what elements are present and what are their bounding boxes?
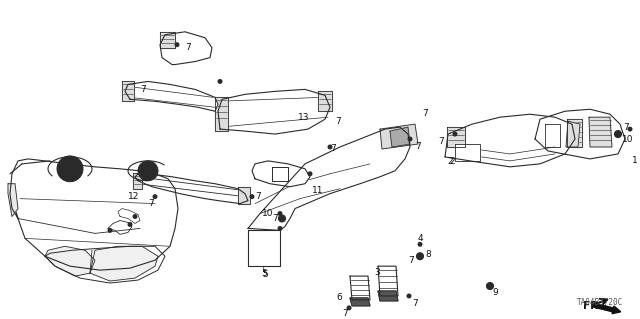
Polygon shape [238, 187, 250, 204]
Text: 2: 2 [449, 157, 454, 167]
Circle shape [127, 222, 132, 227]
Text: 13: 13 [298, 113, 310, 122]
Circle shape [152, 194, 157, 199]
Polygon shape [589, 117, 612, 147]
Text: 8: 8 [425, 250, 431, 259]
Polygon shape [248, 230, 280, 266]
Circle shape [486, 283, 493, 290]
Text: 7: 7 [408, 256, 413, 265]
Text: 5: 5 [262, 270, 268, 278]
Circle shape [614, 130, 621, 137]
Circle shape [346, 305, 351, 310]
Circle shape [328, 145, 333, 150]
Text: 7: 7 [255, 192, 260, 201]
Circle shape [138, 161, 158, 181]
Text: 7: 7 [422, 109, 428, 118]
Text: 12: 12 [128, 192, 140, 201]
Circle shape [175, 42, 179, 47]
Circle shape [489, 285, 492, 287]
Circle shape [278, 211, 282, 216]
Polygon shape [535, 109, 625, 159]
Polygon shape [545, 124, 560, 147]
FancyArrow shape [593, 303, 621, 314]
Polygon shape [378, 291, 398, 301]
Text: 9: 9 [492, 288, 498, 298]
Polygon shape [10, 159, 178, 270]
Polygon shape [380, 124, 418, 149]
Circle shape [64, 163, 76, 175]
Circle shape [408, 137, 413, 142]
Circle shape [452, 132, 458, 137]
Polygon shape [133, 173, 142, 189]
Text: 7: 7 [185, 43, 191, 52]
Polygon shape [45, 246, 95, 276]
Circle shape [417, 253, 424, 260]
Polygon shape [8, 184, 18, 217]
Polygon shape [390, 127, 410, 147]
Circle shape [250, 194, 255, 199]
Circle shape [132, 214, 138, 219]
Polygon shape [272, 167, 288, 181]
Text: 7: 7 [438, 137, 444, 145]
Polygon shape [160, 32, 175, 48]
Polygon shape [125, 81, 218, 111]
Polygon shape [90, 246, 158, 281]
Polygon shape [350, 298, 370, 306]
Text: 7: 7 [415, 143, 420, 152]
Text: 7: 7 [623, 122, 628, 132]
Polygon shape [447, 127, 465, 147]
Polygon shape [350, 276, 370, 300]
Text: TA04B3720C: TA04B3720C [577, 298, 623, 307]
Circle shape [281, 217, 283, 220]
Circle shape [57, 156, 83, 182]
Polygon shape [160, 32, 212, 64]
Text: 7: 7 [412, 300, 418, 308]
Circle shape [218, 79, 223, 84]
Circle shape [406, 293, 412, 299]
Polygon shape [445, 114, 575, 167]
Text: 7: 7 [330, 145, 336, 153]
Text: 7: 7 [272, 214, 278, 223]
Polygon shape [455, 144, 480, 161]
Text: 7: 7 [342, 309, 348, 318]
Text: 10: 10 [262, 209, 273, 218]
Polygon shape [215, 97, 228, 131]
Text: 7: 7 [148, 199, 154, 208]
Circle shape [419, 255, 421, 257]
Text: FR.: FR. [583, 301, 602, 311]
Polygon shape [45, 246, 165, 283]
Circle shape [278, 215, 285, 222]
Polygon shape [378, 266, 398, 296]
Text: 10: 10 [622, 135, 634, 144]
Text: 7: 7 [140, 85, 146, 94]
Text: 11: 11 [312, 186, 323, 195]
Circle shape [307, 171, 312, 176]
Text: 2: 2 [447, 157, 452, 167]
Circle shape [627, 127, 632, 132]
Circle shape [617, 133, 620, 135]
Polygon shape [135, 174, 248, 204]
Text: 1: 1 [632, 156, 637, 165]
Polygon shape [252, 161, 310, 187]
Polygon shape [248, 127, 410, 230]
Polygon shape [218, 89, 330, 134]
Circle shape [108, 228, 113, 233]
Text: 5: 5 [261, 269, 267, 278]
Text: 4: 4 [418, 234, 424, 243]
Polygon shape [122, 81, 134, 101]
Circle shape [278, 226, 282, 231]
Text: 6: 6 [336, 293, 342, 302]
Polygon shape [566, 121, 580, 147]
Polygon shape [318, 91, 332, 111]
Polygon shape [567, 119, 582, 147]
Text: 3: 3 [374, 268, 380, 277]
Text: 7: 7 [335, 117, 340, 126]
Circle shape [417, 242, 422, 247]
